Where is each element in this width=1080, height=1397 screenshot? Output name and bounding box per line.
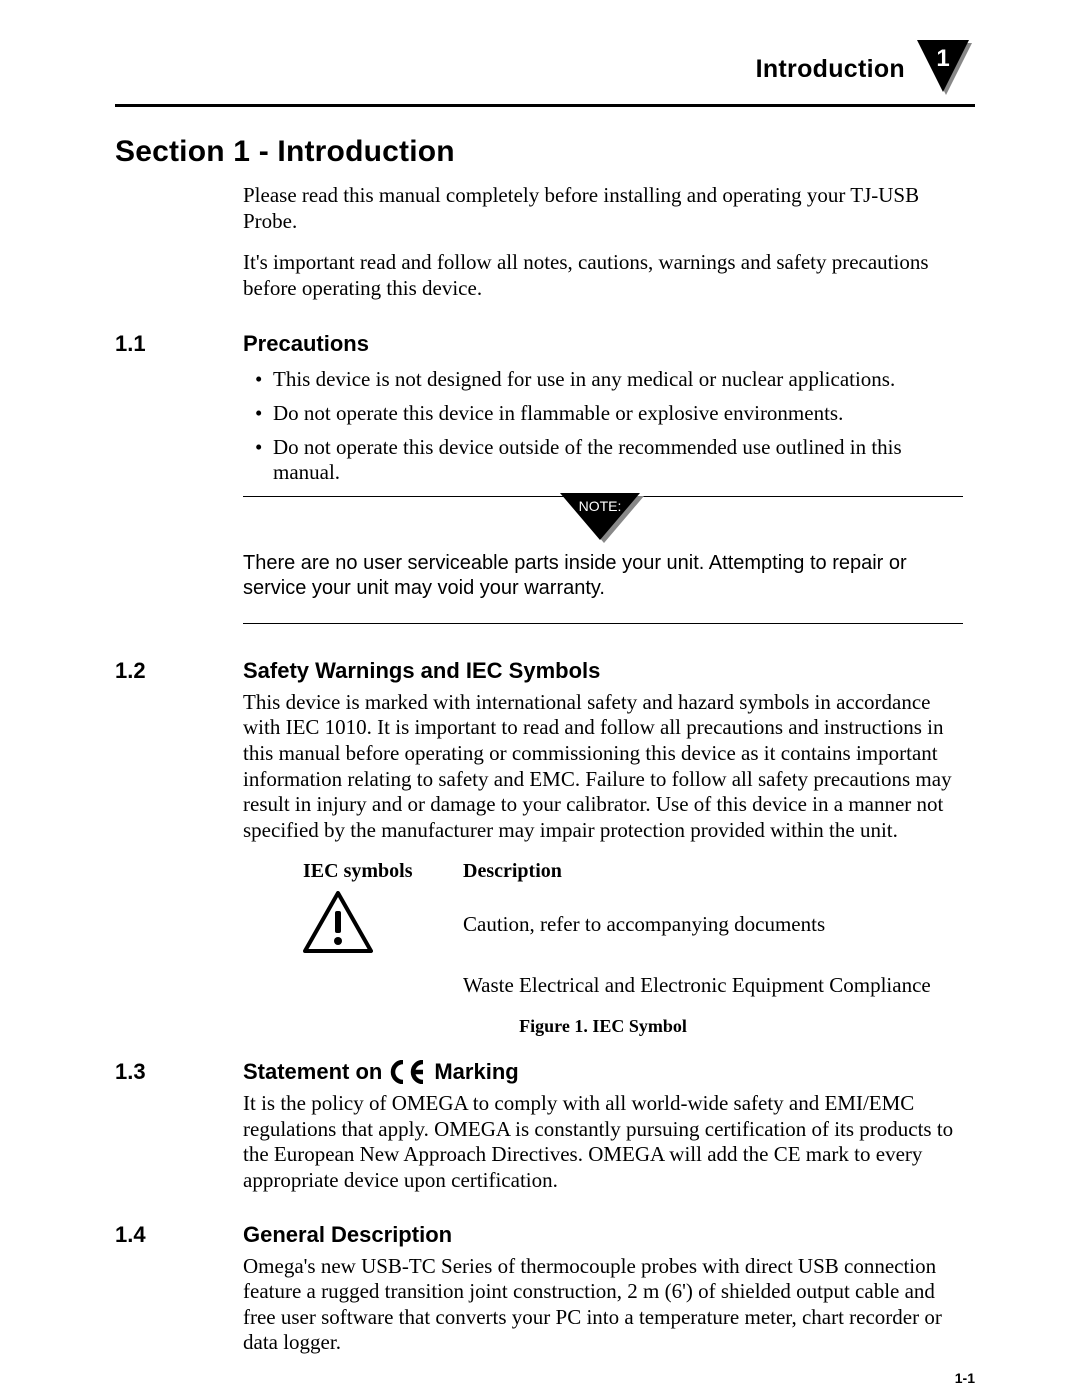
figure-caption: Figure 1. IEC Symbol [243,1016,963,1037]
bullet-text: Do not operate this device outside of th… [273,435,963,486]
subsection-title: General Description [243,1222,452,1248]
iec-table: IEC symbols Description Caution, refer t… [303,860,963,999]
running-header: Introduction 1 [115,40,975,98]
note-triangle: NOTE: [243,493,963,543]
subsection-1-2: 1.2 Safety Warnings and IEC Symbols [115,658,975,684]
intro-paragraph-1: Please read this manual completely befor… [243,183,963,234]
subsection-1-3: 1.3 Statement on Marking [115,1059,975,1085]
section-title: Section 1 - Introduction [115,135,975,169]
bullet-icon: • [255,367,273,393]
subsection-1-1: 1.1 Precautions [115,331,975,357]
chapter-triangle-icon: 1 [917,40,975,98]
general-desc-body: Omega's new USB-TC Series of thermocoupl… [243,1254,963,1356]
subsection-title: Statement on Marking [243,1059,519,1085]
chapter-marker: 1 [917,40,975,98]
iec-col-symbols: IEC symbols [303,860,463,883]
title-before-ce: Statement on [243,1059,382,1085]
subsection-number: 1.2 [115,658,243,684]
caution-triangle-icon [303,891,373,953]
header-rule [115,104,975,107]
page-content: Introduction 1 Section 1 - Introduction … [115,40,975,1356]
list-item: • Do not operate this device outside of … [255,435,963,486]
note-label: NOTE: [579,498,622,514]
note-triangle-icon: NOTE: [558,493,648,543]
note-text: There are no user serviceable parts insi… [243,551,963,601]
bullet-icon: • [255,401,273,427]
bullet-text: Do not operate this device in flammable … [273,401,843,427]
precautions-list: • This device is not designed for use in… [255,367,963,485]
bullet-icon: • [255,435,273,486]
caution-description: Caution, refer to accompanying documents [463,912,825,937]
ce-body: It is the policy of OMEGA to comply with… [243,1091,963,1193]
page-number: 1-1 [955,1370,975,1386]
list-item: • This device is not designed for use in… [255,367,963,393]
subsection-number: 1.3 [115,1059,243,1085]
title-after-ce: Marking [434,1059,518,1085]
subsection-number: 1.4 [115,1222,243,1248]
caution-symbol-cell [303,891,463,959]
subsection-1-4: 1.4 General Description [115,1222,975,1248]
chapter-number: 1 [936,45,949,72]
iec-row-weee: Waste Electrical and Electronic Equipmen… [303,973,963,999]
note-rule-bottom [243,623,963,624]
iec-col-description: Description [463,860,562,883]
subsection-title: Safety Warnings and IEC Symbols [243,658,600,684]
weee-description: Waste Electrical and Electronic Equipmen… [463,973,931,999]
subsection-number: 1.1 [115,331,243,357]
iec-table-header: IEC symbols Description [303,860,963,883]
safety-body: This device is marked with international… [243,690,963,844]
list-item: • Do not operate this device in flammabl… [255,401,963,427]
intro-paragraph-2: It's important read and follow all notes… [243,250,963,301]
ce-mark-icon [388,1060,428,1084]
iec-row-caution: Caution, refer to accompanying documents [303,891,963,959]
bullet-text: This device is not designed for use in a… [273,367,895,393]
running-title: Introduction [756,55,905,84]
note-block: NOTE: There are no user serviceable part… [243,496,963,624]
subsection-title: Precautions [243,331,369,357]
